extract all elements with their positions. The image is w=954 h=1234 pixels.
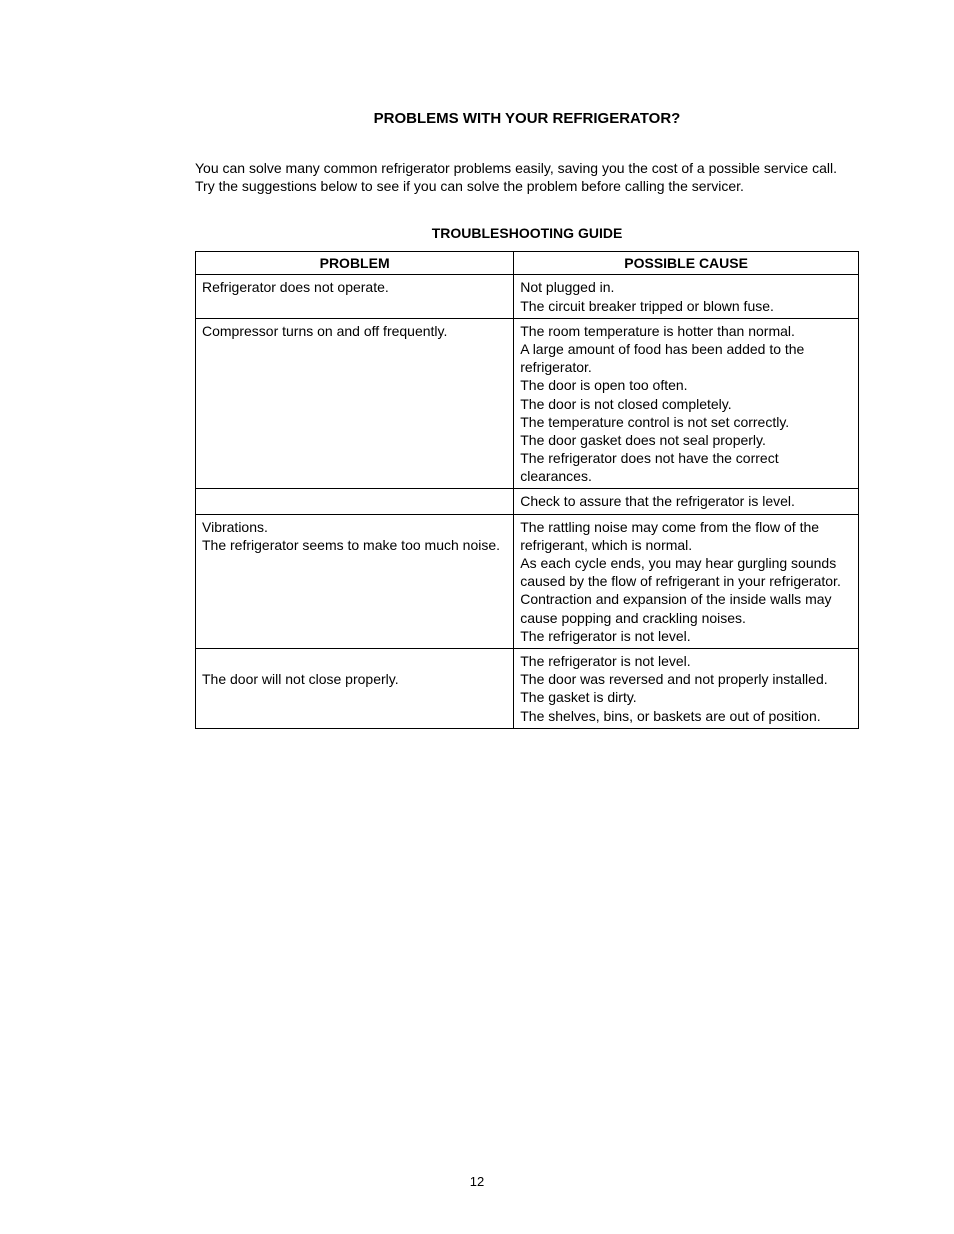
troubleshooting-table: PROBLEM POSSIBLE CAUSE Refrigerator does… <box>195 251 859 728</box>
guide-title: TROUBLESHOOTING GUIDE <box>195 225 859 241</box>
problem-cell: Vibrations.The refrigerator seems to mak… <box>196 514 514 648</box>
cause-cell: The refrigerator is not level.The door w… <box>514 648 859 728</box>
page-title: PROBLEMS WITH YOUR REFRIGERATOR? <box>195 110 859 127</box>
cause-cell: The room temperature is hotter than norm… <box>514 318 859 489</box>
table-row: Compressor turns on and off frequently. … <box>196 318 859 489</box>
cause-cell: Not plugged in.The circuit breaker tripp… <box>514 275 859 318</box>
header-cause: POSSIBLE CAUSE <box>514 252 859 275</box>
table-row: Refrigerator does not operate. Not plugg… <box>196 275 859 318</box>
table-row: Check to assure that the refrigerator is… <box>196 489 859 514</box>
table-row: The door will not close properly. The re… <box>196 648 859 728</box>
problem-cell: Refrigerator does not operate. <box>196 275 514 318</box>
problem-cell <box>196 489 514 514</box>
header-problem: PROBLEM <box>196 252 514 275</box>
table-row: Vibrations.The refrigerator seems to mak… <box>196 514 859 648</box>
intro-paragraph: You can solve many common refrigerator p… <box>195 159 859 195</box>
problem-cell: The door will not close properly. <box>196 648 514 728</box>
table-header-row: PROBLEM POSSIBLE CAUSE <box>196 252 859 275</box>
cause-cell: Check to assure that the refrigerator is… <box>514 489 859 514</box>
page-number: 12 <box>0 1174 954 1189</box>
problem-cell: Compressor turns on and off frequently. <box>196 318 514 489</box>
cause-cell: The rattling noise may come from the flo… <box>514 514 859 648</box>
table-body: Refrigerator does not operate. Not plugg… <box>196 275 859 728</box>
